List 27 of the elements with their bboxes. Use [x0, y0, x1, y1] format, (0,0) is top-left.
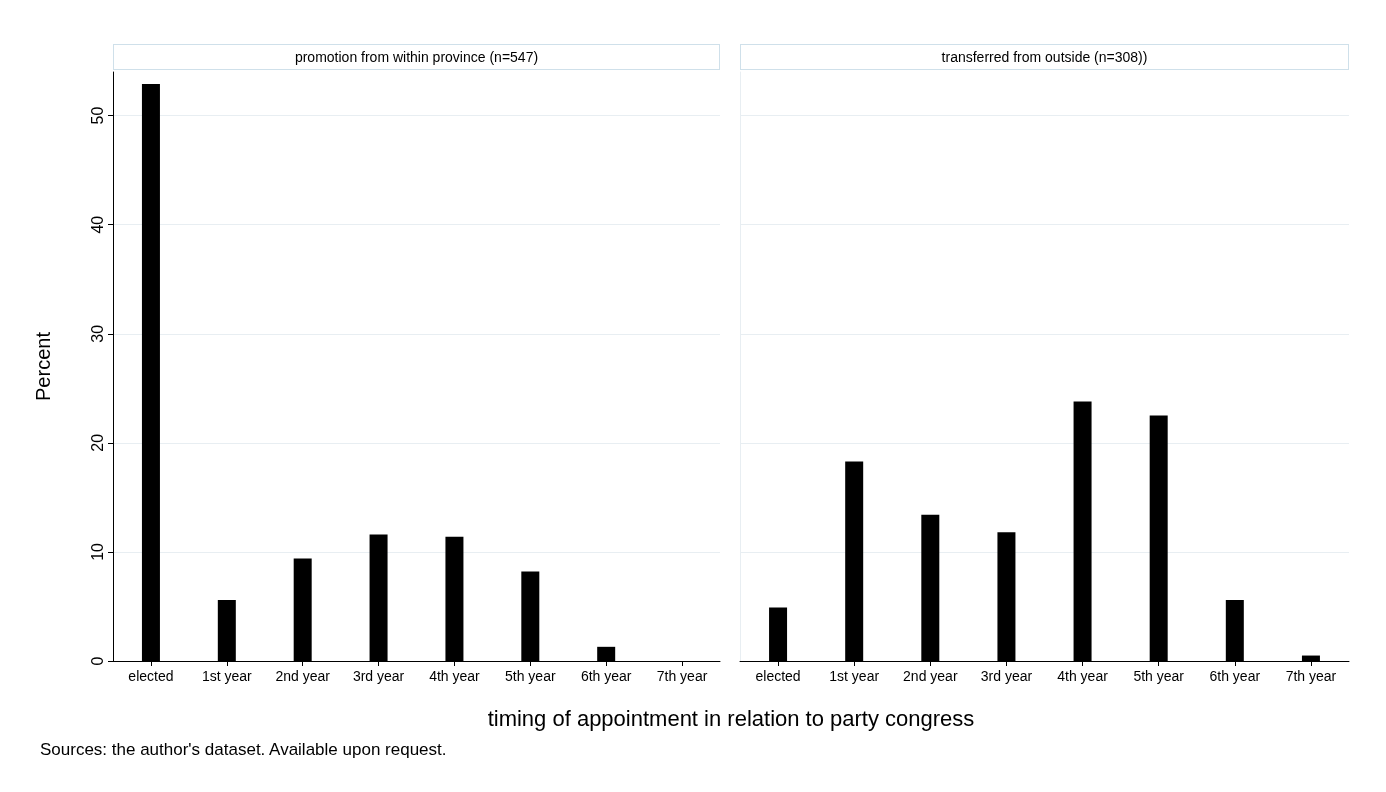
x-tick-label: 5th year: [1133, 668, 1185, 684]
x-tick-label: 4th year: [429, 668, 481, 684]
chart-title: transferred from outside (n=308)): [740, 44, 1349, 70]
x-tick-label: 7th year: [1285, 668, 1337, 684]
x-tick-label: 3rd year: [352, 668, 405, 684]
x-tick-label: elected: [128, 668, 174, 684]
x-tick-label: 1st year: [201, 668, 253, 684]
x-tick-label: 2nd year: [903, 668, 958, 684]
x-tick-label: 3rd year: [980, 668, 1033, 684]
x-tick-label: 4th year: [1057, 668, 1109, 684]
x-tick-label: 2nd year: [275, 668, 331, 684]
y-tick-label: 30: [88, 324, 106, 343]
x-tick-label: 6th year: [1209, 668, 1261, 684]
source-note: Sources: the author's dataset. Available upon request.: [40, 740, 447, 760]
y-tick-label: 20: [88, 433, 106, 452]
y-tick-label: 10: [88, 542, 106, 561]
x-tick-label: 1st year: [829, 668, 880, 684]
x-tick-label: 6th year: [580, 668, 632, 684]
y-tick-label: 40: [88, 215, 106, 234]
x-tick-label: 5th year: [505, 668, 556, 684]
y-axis-title: Percent: [32, 331, 54, 401]
x-tick-label: elected: [755, 668, 801, 684]
y-tick-label: 50: [88, 106, 106, 125]
x-axis-title: timing of appointment in relation to party congress: [486, 706, 976, 732]
x-tick-label: 7th year: [656, 668, 708, 684]
chart-title: promotion from within province (n=547): [113, 44, 720, 70]
y-tick-label: 0: [88, 656, 106, 666]
